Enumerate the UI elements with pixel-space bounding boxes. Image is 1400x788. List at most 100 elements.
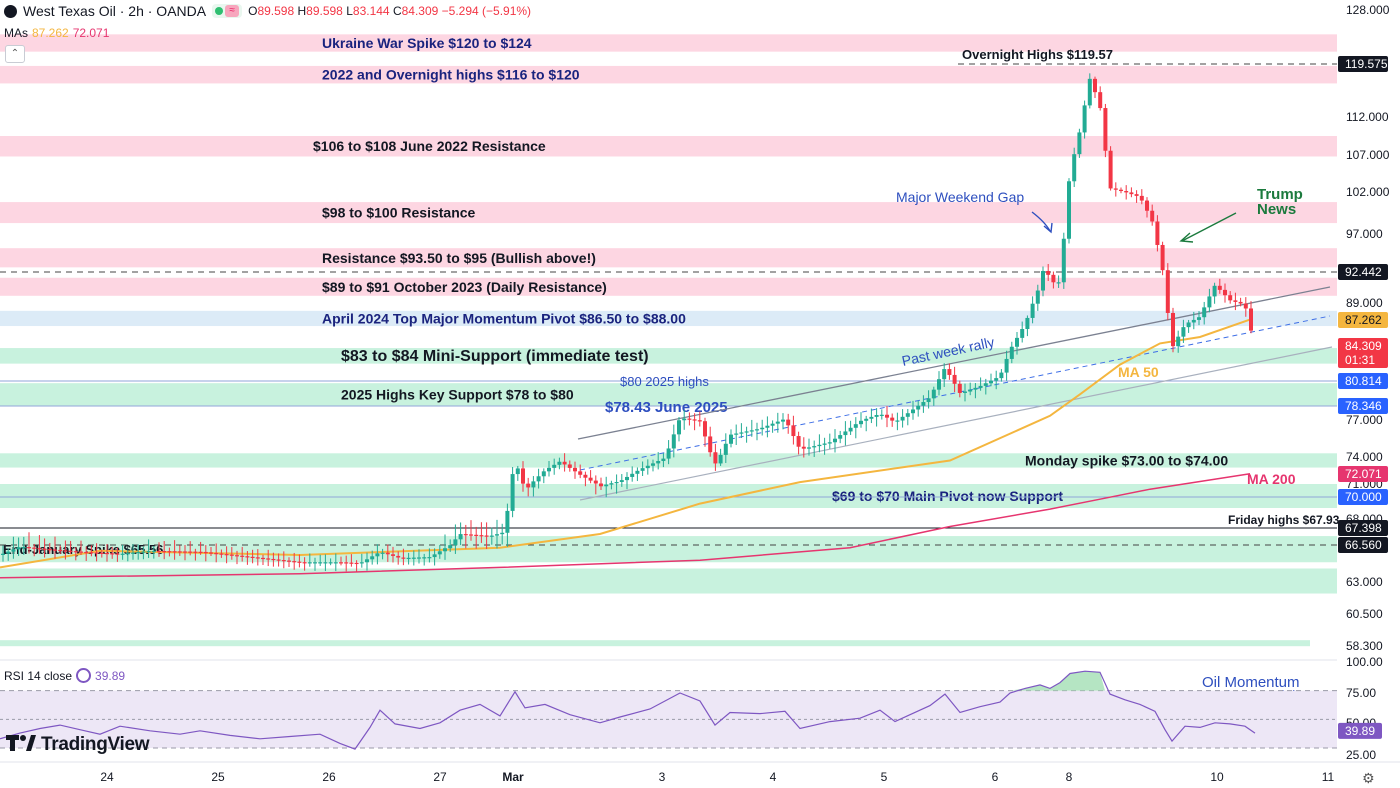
candle-body xyxy=(136,552,141,554)
candle-body xyxy=(21,547,26,549)
candle-body xyxy=(479,535,484,537)
x-tick-label: 27 xyxy=(433,770,447,784)
x-tick-label: 10 xyxy=(1210,770,1224,784)
candle-body xyxy=(42,548,47,550)
candle-body xyxy=(864,418,869,421)
candle-body xyxy=(380,552,385,554)
x-tick-label: 24 xyxy=(100,770,114,784)
candle-body xyxy=(999,372,1004,379)
level-label: Friday highs $67.93 xyxy=(1228,513,1340,527)
candle-body xyxy=(536,476,541,482)
rsi-tick-label: 25.00 xyxy=(1346,748,1376,762)
zone-band xyxy=(0,34,1337,52)
candle-body xyxy=(73,551,78,553)
price-tag-label: 84.309 xyxy=(1345,339,1382,353)
x-tick-label: 26 xyxy=(322,770,336,784)
market-status-badge[interactable]: ≈ xyxy=(212,4,243,18)
candle-body xyxy=(209,552,213,554)
candle-body xyxy=(1217,285,1222,290)
candle-body xyxy=(515,468,520,475)
price-tag-label: 80.814 xyxy=(1345,374,1382,388)
candle-body xyxy=(921,402,926,406)
candle-body xyxy=(1160,244,1165,271)
candle-body xyxy=(1035,290,1040,304)
candle-body xyxy=(562,461,567,465)
zone-band xyxy=(0,248,1337,268)
rsi-line xyxy=(0,670,1256,750)
candle-body xyxy=(1181,327,1186,337)
candle-body xyxy=(531,481,536,488)
zone-label: 2022 and Overnight highs $116 to $120 xyxy=(322,67,580,83)
candle-body xyxy=(895,420,900,422)
candle-body xyxy=(1009,346,1014,359)
candle-body xyxy=(1119,189,1123,192)
candle-body xyxy=(796,436,801,447)
zone-label: $83 to $84 Mini-Support (immediate test) xyxy=(341,348,649,365)
annotation-weekend-gap: Major Weekend Gap xyxy=(896,189,1024,205)
candle-body xyxy=(297,561,302,563)
zone-band xyxy=(0,484,1337,508)
zone-label: 2025 Highs Key Support $78 to $80 xyxy=(341,386,574,402)
candle-body xyxy=(385,552,390,555)
rsi-value: 39.89 xyxy=(95,669,126,683)
candle-body xyxy=(1020,329,1025,338)
tradingview-logo[interactable]: TradingView xyxy=(6,734,150,756)
moving-averages-legend[interactable]: MAs 87.262 72.071 xyxy=(4,26,110,40)
collapse-legend-button[interactable]: ⌃ xyxy=(5,45,25,63)
annotation-arrowhead xyxy=(1043,222,1053,234)
candle-body xyxy=(526,483,531,488)
candle-body xyxy=(983,383,988,386)
candle-body xyxy=(729,434,733,444)
candle-body xyxy=(1030,303,1035,318)
candle-body xyxy=(193,551,198,553)
candle-body xyxy=(541,471,546,477)
candle-body xyxy=(812,446,817,448)
x-tick-label: 5 xyxy=(881,770,888,784)
candle-body xyxy=(879,414,884,416)
settings-icon[interactable]: ⚙ xyxy=(1362,770,1375,786)
zone-label: Resistance $93.50 to $95 (Bullish above!… xyxy=(322,250,596,266)
candle-body xyxy=(240,555,245,557)
candle-body xyxy=(1103,108,1108,151)
rsi-overbought-fill xyxy=(1003,671,1105,691)
price-tag-label: 67.398 xyxy=(1345,521,1382,535)
candle-body xyxy=(1093,78,1097,93)
level-label: $78.43 June 2025 xyxy=(605,399,728,416)
candle-body xyxy=(822,443,827,445)
candle-body xyxy=(1015,337,1019,347)
candle-body xyxy=(963,391,967,393)
candle-body xyxy=(245,556,250,558)
candle-body xyxy=(609,483,614,485)
rsi-legend[interactable]: RSI 14 close 39.89 xyxy=(4,668,126,683)
candle-body xyxy=(463,534,468,536)
zone-band xyxy=(0,310,1337,327)
price-tag-label: 66.560 xyxy=(1345,538,1382,552)
candle-body xyxy=(1056,282,1061,284)
candle-body xyxy=(157,550,161,553)
candle-body xyxy=(874,414,879,417)
candle-body xyxy=(905,413,910,417)
candle-body xyxy=(276,559,281,561)
y-tick-label: 102.000 xyxy=(1346,185,1390,199)
candle-body xyxy=(484,535,489,537)
candle-body xyxy=(1191,319,1196,323)
tradingview-logo-icon xyxy=(6,735,36,751)
candle-body xyxy=(63,550,68,552)
candle-body xyxy=(656,460,661,464)
candle-body xyxy=(1150,210,1155,222)
candle-body xyxy=(120,553,125,555)
candle-body xyxy=(1145,200,1149,211)
candle-body xyxy=(713,452,718,464)
zone-band xyxy=(0,640,1310,647)
rsi-settings-icon[interactable] xyxy=(76,668,92,683)
zone-label: $89 to $91 October 2023 (Daily Resistanc… xyxy=(322,279,607,295)
candle-body xyxy=(1171,312,1175,347)
candle-body xyxy=(68,550,73,552)
candle-body xyxy=(573,467,577,472)
candle-body xyxy=(448,545,453,549)
symbol-title[interactable]: West Texas Oil · 2h · OANDA xyxy=(23,3,207,19)
candle-body xyxy=(739,432,744,434)
candle-body xyxy=(287,560,291,562)
price-tag xyxy=(1338,466,1388,482)
